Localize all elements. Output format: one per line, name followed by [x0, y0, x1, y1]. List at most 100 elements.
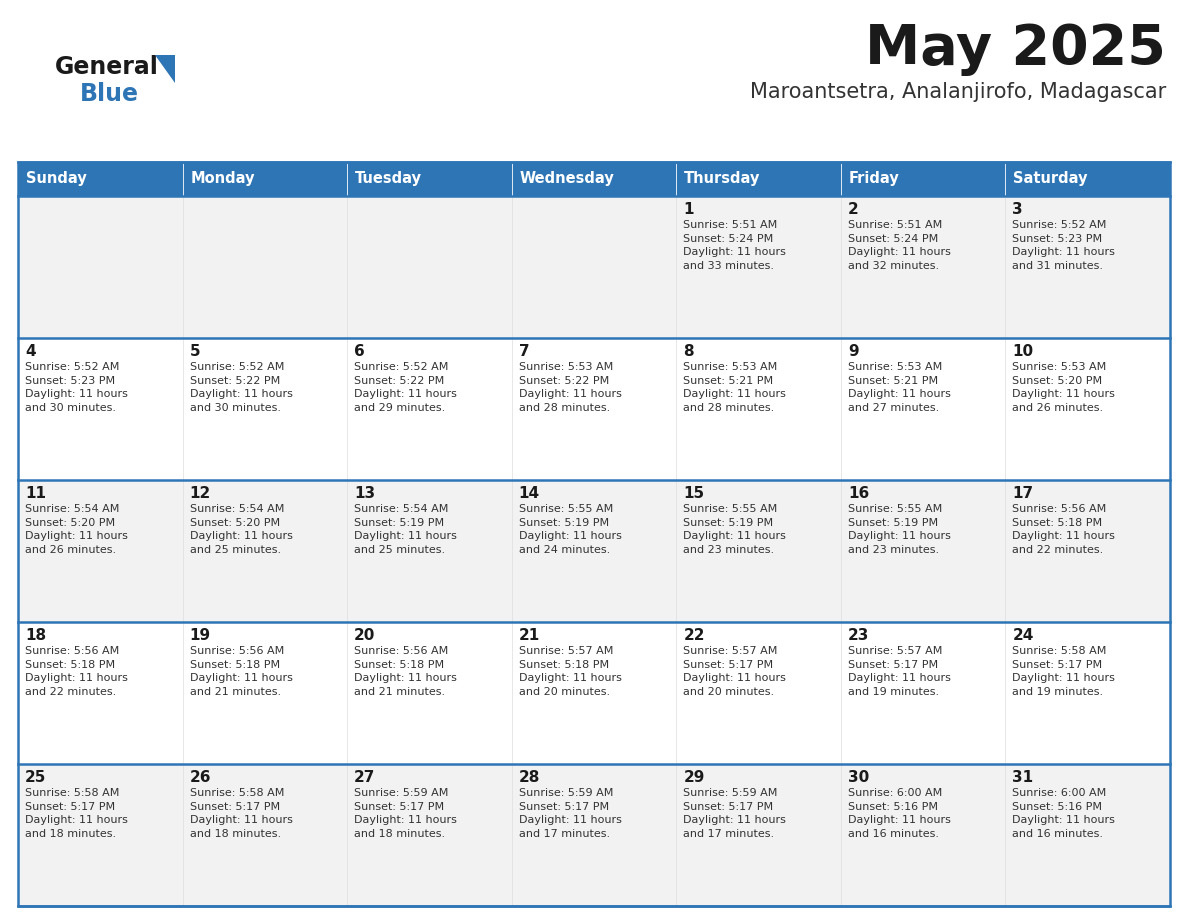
Text: Sunrise: 5:55 AM
Sunset: 5:19 PM
Daylight: 11 hours
and 23 minutes.: Sunrise: 5:55 AM Sunset: 5:19 PM Dayligh… [848, 504, 950, 554]
Text: Saturday: Saturday [1013, 172, 1088, 186]
Bar [18, 764, 183, 906]
Text: 22: 22 [683, 628, 704, 643]
Bar [512, 764, 676, 906]
Text: 3: 3 [1012, 202, 1023, 217]
Text: Sunrise: 5:53 AM
Sunset: 5:20 PM
Daylight: 11 hours
and 26 minutes.: Sunrise: 5:53 AM Sunset: 5:20 PM Dayligh… [1012, 362, 1116, 413]
Bar [841, 162, 1005, 196]
Text: Sunrise: 5:56 AM
Sunset: 5:18 PM
Daylight: 11 hours
and 21 minutes.: Sunrise: 5:56 AM Sunset: 5:18 PM Dayligh… [190, 646, 292, 697]
Text: 15: 15 [683, 486, 704, 501]
Text: 6: 6 [354, 344, 365, 359]
Text: Friday: Friday [849, 172, 899, 186]
Text: 16: 16 [848, 486, 870, 501]
Text: 4: 4 [25, 344, 36, 359]
Text: 18: 18 [25, 628, 46, 643]
Text: General: General [55, 55, 159, 79]
Bar [183, 162, 347, 196]
Bar [347, 480, 512, 622]
Text: 28: 28 [519, 770, 541, 785]
Text: 25: 25 [25, 770, 46, 785]
Bar [183, 622, 347, 764]
Bar [512, 622, 676, 764]
Bar [841, 622, 1005, 764]
Text: Sunrise: 5:59 AM
Sunset: 5:17 PM
Daylight: 11 hours
and 17 minutes.: Sunrise: 5:59 AM Sunset: 5:17 PM Dayligh… [519, 788, 621, 839]
Bar [676, 622, 841, 764]
Bar [18, 480, 183, 622]
Bar [347, 162, 512, 196]
Bar [1005, 338, 1170, 480]
Text: Sunrise: 5:57 AM
Sunset: 5:18 PM
Daylight: 11 hours
and 20 minutes.: Sunrise: 5:57 AM Sunset: 5:18 PM Dayligh… [519, 646, 621, 697]
Bar [676, 480, 841, 622]
Text: 20: 20 [354, 628, 375, 643]
Text: Sunrise: 5:59 AM
Sunset: 5:17 PM
Daylight: 11 hours
and 17 minutes.: Sunrise: 5:59 AM Sunset: 5:17 PM Dayligh… [683, 788, 786, 839]
Bar [841, 764, 1005, 906]
Bar [183, 480, 347, 622]
Text: Sunrise: 5:55 AM
Sunset: 5:19 PM
Daylight: 11 hours
and 23 minutes.: Sunrise: 5:55 AM Sunset: 5:19 PM Dayligh… [683, 504, 786, 554]
Text: Sunrise: 5:52 AM
Sunset: 5:23 PM
Daylight: 11 hours
and 30 minutes.: Sunrise: 5:52 AM Sunset: 5:23 PM Dayligh… [25, 362, 128, 413]
Text: Sunrise: 5:56 AM
Sunset: 5:18 PM
Daylight: 11 hours
and 22 minutes.: Sunrise: 5:56 AM Sunset: 5:18 PM Dayligh… [1012, 504, 1116, 554]
Bar [676, 162, 841, 196]
Text: 27: 27 [354, 770, 375, 785]
Bar [841, 338, 1005, 480]
Text: Sunrise: 5:53 AM
Sunset: 5:21 PM
Daylight: 11 hours
and 27 minutes.: Sunrise: 5:53 AM Sunset: 5:21 PM Dayligh… [848, 362, 950, 413]
Text: 24: 24 [1012, 628, 1034, 643]
Text: May 2025: May 2025 [865, 22, 1165, 76]
Text: Sunrise: 5:52 AM
Sunset: 5:22 PM
Daylight: 11 hours
and 30 minutes.: Sunrise: 5:52 AM Sunset: 5:22 PM Dayligh… [190, 362, 292, 413]
Bar [841, 480, 1005, 622]
Text: Sunrise: 5:57 AM
Sunset: 5:17 PM
Daylight: 11 hours
and 20 minutes.: Sunrise: 5:57 AM Sunset: 5:17 PM Dayligh… [683, 646, 786, 697]
Text: Sunrise: 5:56 AM
Sunset: 5:18 PM
Daylight: 11 hours
and 21 minutes.: Sunrise: 5:56 AM Sunset: 5:18 PM Dayligh… [354, 646, 457, 697]
Text: 11: 11 [25, 486, 46, 501]
Text: 9: 9 [848, 344, 859, 359]
Text: 10: 10 [1012, 344, 1034, 359]
Text: Wednesday: Wednesday [519, 172, 614, 186]
Text: Sunrise: 5:51 AM
Sunset: 5:24 PM
Daylight: 11 hours
and 33 minutes.: Sunrise: 5:51 AM Sunset: 5:24 PM Dayligh… [683, 220, 786, 271]
Text: Sunrise: 5:59 AM
Sunset: 5:17 PM
Daylight: 11 hours
and 18 minutes.: Sunrise: 5:59 AM Sunset: 5:17 PM Dayligh… [354, 788, 457, 839]
Text: Sunrise: 5:56 AM
Sunset: 5:18 PM
Daylight: 11 hours
and 22 minutes.: Sunrise: 5:56 AM Sunset: 5:18 PM Dayligh… [25, 646, 128, 697]
Bar [347, 622, 512, 764]
Bar [1005, 764, 1170, 906]
Text: 17: 17 [1012, 486, 1034, 501]
Text: Sunrise: 5:55 AM
Sunset: 5:19 PM
Daylight: 11 hours
and 24 minutes.: Sunrise: 5:55 AM Sunset: 5:19 PM Dayligh… [519, 504, 621, 554]
Text: 2: 2 [848, 202, 859, 217]
Text: 29: 29 [683, 770, 704, 785]
Text: 19: 19 [190, 628, 210, 643]
Text: 8: 8 [683, 344, 694, 359]
Text: 21: 21 [519, 628, 541, 643]
Bar [18, 162, 183, 196]
Text: 26: 26 [190, 770, 211, 785]
Text: Sunrise: 5:52 AM
Sunset: 5:23 PM
Daylight: 11 hours
and 31 minutes.: Sunrise: 5:52 AM Sunset: 5:23 PM Dayligh… [1012, 220, 1116, 271]
Text: 1: 1 [683, 202, 694, 217]
Text: Sunrise: 6:00 AM
Sunset: 5:16 PM
Daylight: 11 hours
and 16 minutes.: Sunrise: 6:00 AM Sunset: 5:16 PM Dayligh… [1012, 788, 1116, 839]
Text: Sunrise: 5:53 AM
Sunset: 5:22 PM
Daylight: 11 hours
and 28 minutes.: Sunrise: 5:53 AM Sunset: 5:22 PM Dayligh… [519, 362, 621, 413]
Text: Sunrise: 5:54 AM
Sunset: 5:20 PM
Daylight: 11 hours
and 26 minutes.: Sunrise: 5:54 AM Sunset: 5:20 PM Dayligh… [25, 504, 128, 554]
Text: 14: 14 [519, 486, 539, 501]
Text: 13: 13 [354, 486, 375, 501]
Text: Sunrise: 5:58 AM
Sunset: 5:17 PM
Daylight: 11 hours
and 19 minutes.: Sunrise: 5:58 AM Sunset: 5:17 PM Dayligh… [1012, 646, 1116, 697]
Text: Sunrise: 5:54 AM
Sunset: 5:19 PM
Daylight: 11 hours
and 25 minutes.: Sunrise: 5:54 AM Sunset: 5:19 PM Dayligh… [354, 504, 457, 554]
Bar [18, 196, 183, 338]
Text: Sunrise: 5:51 AM
Sunset: 5:24 PM
Daylight: 11 hours
and 32 minutes.: Sunrise: 5:51 AM Sunset: 5:24 PM Dayligh… [848, 220, 950, 271]
Text: 23: 23 [848, 628, 870, 643]
Text: Maroantsetra, Analanjirofo, Madagascar: Maroantsetra, Analanjirofo, Madagascar [750, 82, 1165, 102]
Bar [1005, 480, 1170, 622]
Text: Blue: Blue [80, 82, 139, 106]
Text: 12: 12 [190, 486, 210, 501]
Bar [1005, 622, 1170, 764]
Polygon shape [154, 55, 175, 83]
Bar [347, 764, 512, 906]
Text: 31: 31 [1012, 770, 1034, 785]
Bar [18, 622, 183, 764]
Bar [512, 162, 676, 196]
Bar [512, 480, 676, 622]
Bar [183, 338, 347, 480]
Bar [183, 196, 347, 338]
Bar [18, 162, 1170, 906]
Bar [347, 338, 512, 480]
Text: Sunrise: 5:57 AM
Sunset: 5:17 PM
Daylight: 11 hours
and 19 minutes.: Sunrise: 5:57 AM Sunset: 5:17 PM Dayligh… [848, 646, 950, 697]
Text: 7: 7 [519, 344, 530, 359]
Text: Sunrise: 6:00 AM
Sunset: 5:16 PM
Daylight: 11 hours
and 16 minutes.: Sunrise: 6:00 AM Sunset: 5:16 PM Dayligh… [848, 788, 950, 839]
Bar [1005, 162, 1170, 196]
Text: Thursday: Thursday [684, 172, 760, 186]
Text: Sunrise: 5:58 AM
Sunset: 5:17 PM
Daylight: 11 hours
and 18 minutes.: Sunrise: 5:58 AM Sunset: 5:17 PM Dayligh… [25, 788, 128, 839]
Bar [676, 764, 841, 906]
Text: Sunrise: 5:53 AM
Sunset: 5:21 PM
Daylight: 11 hours
and 28 minutes.: Sunrise: 5:53 AM Sunset: 5:21 PM Dayligh… [683, 362, 786, 413]
